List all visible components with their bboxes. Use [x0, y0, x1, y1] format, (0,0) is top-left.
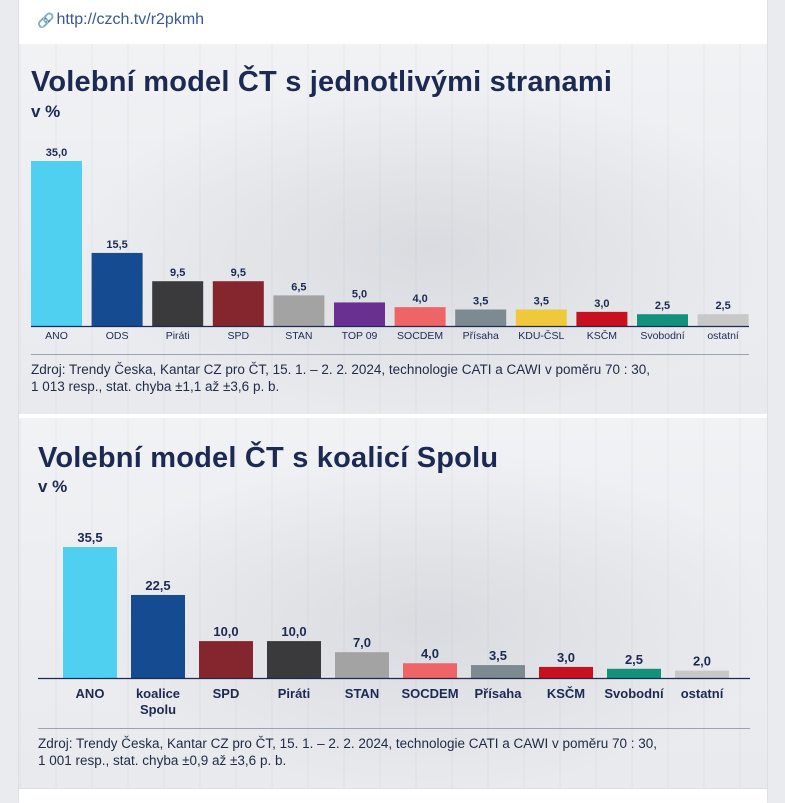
category-label: koalice	[136, 686, 180, 701]
category-label: ostatní	[707, 330, 739, 342]
chart-title: Volební model ČT s jednotlivými stranami	[31, 66, 613, 98]
bar	[471, 665, 525, 678]
category-label: STAN	[345, 686, 379, 701]
bar	[607, 668, 661, 678]
bar-value-label: 35,5	[77, 530, 102, 545]
bar	[91, 252, 143, 326]
bar-value-label: 2,5	[655, 300, 670, 312]
bar-value-label: 6,5	[291, 281, 306, 293]
category-label: ODS	[106, 330, 129, 342]
chart-panel-parties: Volební model ČT s jednotlivými stranami…	[19, 44, 767, 414]
category-label: Piráti	[166, 330, 190, 342]
source-note: Zdroj: Trendy Česka, Kantar CZ pro ČT, 1…	[38, 735, 657, 769]
bar	[455, 309, 507, 326]
category-label: ANO	[76, 686, 105, 701]
post-card: 🔗 http://czch.tv/r2pkmh Volební model ČT…	[18, 0, 768, 803]
next-post-edge	[19, 788, 767, 803]
chart-subtitle: v %	[38, 477, 68, 496]
source-line-2: 1 013 resp., stat. chyba ±1,1 až ±3,6 p.…	[31, 379, 280, 394]
category-label: Spolu	[140, 702, 176, 717]
bar	[273, 295, 325, 326]
bar	[697, 314, 749, 326]
bar	[637, 314, 688, 326]
bar-value-label: 10,0	[281, 624, 306, 639]
bar-value-label: 35,0	[46, 147, 67, 159]
bar-value-label: 3,5	[489, 648, 507, 663]
bar-value-label: 3,0	[557, 650, 575, 665]
bar	[267, 641, 321, 678]
category-label: SPD	[228, 330, 250, 342]
bar-value-label: 22,5	[145, 578, 170, 593]
bar-chart-parties: 35,0 ANO 15,5 ODS 9,5 Piráti 9,5 SPD 6,5 STAN 5,0 T…	[31, 147, 749, 342]
source-divider	[38, 728, 750, 729]
bar-value-label: 2,5	[715, 300, 730, 312]
bar	[539, 666, 593, 678]
bar-value-label: 5,0	[352, 288, 367, 300]
bar	[675, 670, 729, 678]
bar-value-label: 2,0	[693, 654, 711, 669]
bar-value-label: 4,0	[421, 646, 439, 661]
category-label: Svobodní	[640, 330, 684, 342]
category-label: Piráti	[278, 686, 311, 701]
bar	[199, 641, 253, 678]
bar-value-label: 7,0	[353, 635, 371, 650]
source-note: Zdroj: Trendy Česka, Kantar CZ pro ČT, 1…	[31, 361, 650, 395]
source-line-1: Zdroj: Trendy Česka, Kantar CZ pro ČT, 1…	[31, 362, 651, 377]
bar-value-label: 4,0	[412, 293, 427, 305]
bar-value-label: 2,5	[625, 652, 643, 667]
category-label: ostatní	[681, 686, 724, 701]
bar	[334, 302, 385, 326]
source-line-2: 1 001 resp., stat. chyba ±0,9 až ±3,6 p.…	[38, 753, 287, 768]
category-label: Přísaha	[475, 686, 523, 701]
link-icon: 🔗	[37, 11, 55, 28]
category-label: TOP 09	[342, 330, 378, 342]
category-label: SOCDEM	[401, 686, 458, 701]
bar-value-label: 3,0	[594, 298, 609, 310]
bar-value-label: 3,5	[473, 296, 488, 308]
post-link[interactable]: http://czch.tv/r2pkmh	[56, 11, 205, 28]
bar	[131, 594, 185, 678]
bar	[63, 547, 117, 678]
bar	[335, 652, 389, 678]
source-line-1: Zdroj: Trendy Česka, Kantar CZ pro ČT, 1…	[38, 736, 658, 751]
bar-value-label: 10,0	[213, 624, 238, 639]
bar-value-label: 15,5	[106, 239, 127, 251]
bar	[515, 309, 567, 326]
bar	[576, 311, 628, 326]
bar	[212, 281, 264, 326]
category-label: KSČM	[587, 329, 617, 342]
category-label: ANO	[45, 330, 68, 342]
category-label: Svobodní	[604, 686, 664, 701]
category-label: KDU-ČSL	[518, 329, 564, 342]
bar	[403, 663, 457, 678]
bar	[394, 307, 446, 326]
category-label: STAN	[285, 330, 312, 342]
chart-subtitle: v %	[31, 102, 61, 121]
chart-panel-coalition: Volební model ČT s koalicí Spolu v % 35,…	[19, 418, 767, 788]
chart-title: Volební model ČT s koalicí Spolu	[38, 442, 499, 474]
bar-value-label: 9,5	[170, 267, 185, 279]
bar-value-label: 9,5	[231, 267, 246, 279]
post-link-row: 🔗 http://czch.tv/r2pkmh	[37, 8, 204, 32]
category-label: KSČM	[547, 686, 585, 701]
bar-value-label: 3,5	[534, 296, 549, 308]
category-label: Přísaha	[463, 330, 499, 342]
source-divider	[31, 354, 749, 355]
bar	[31, 161, 82, 326]
panel-divider	[19, 414, 767, 418]
category-label: SOCDEM	[397, 330, 443, 342]
bar	[152, 281, 204, 326]
category-label: SPD	[213, 686, 240, 701]
